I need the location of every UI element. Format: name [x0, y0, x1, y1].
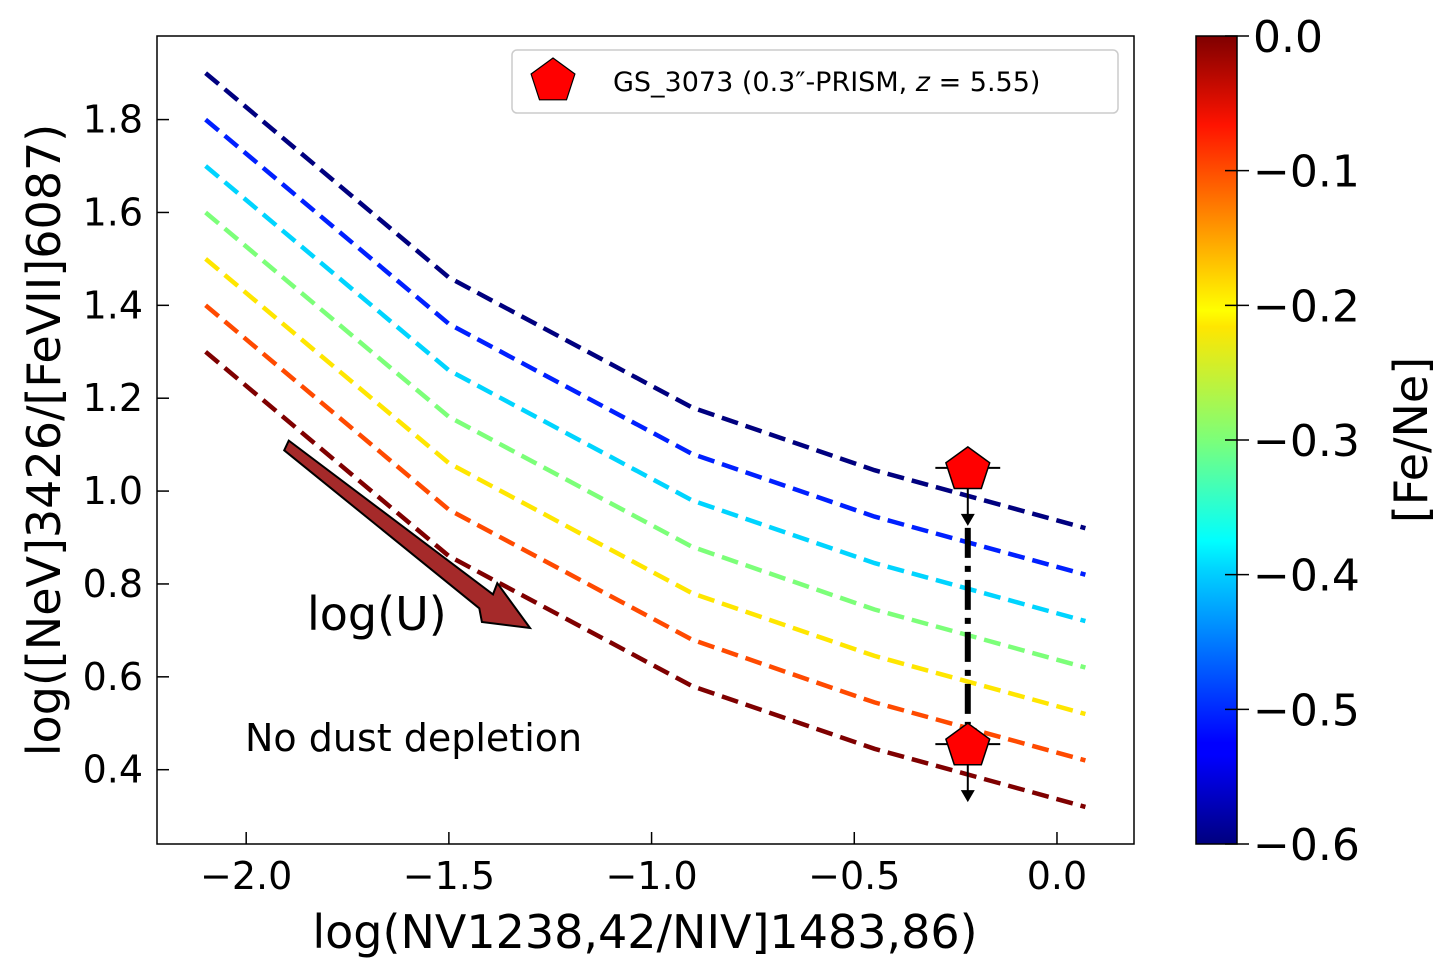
- x-tick-label: −0.5: [808, 854, 900, 898]
- colorbar-tick-label: −0.6: [1253, 820, 1360, 871]
- series-line-5: [204, 303, 1086, 763]
- series-layer: [204, 71, 1086, 810]
- dust-note: No dust depletion: [245, 716, 582, 760]
- x-tick-label: −1.0: [605, 854, 697, 898]
- colorbar-tick-label: −0.4: [1253, 551, 1360, 602]
- legend-label-end: = 5.55): [930, 67, 1040, 98]
- legend-label: GS_3073 (0.3″-PRISM, z = 5.55): [613, 67, 1040, 98]
- y-tick-label: 0.8: [83, 562, 143, 606]
- series-line-4: [204, 257, 1086, 717]
- series-line-2: [204, 164, 1086, 624]
- legend-label-z: z: [915, 67, 931, 98]
- x-axis-label: log(NV1238,42/NIV]1483,86): [312, 905, 977, 959]
- y-tick-label: 1.6: [83, 190, 143, 234]
- y-tick-label: 1.2: [83, 376, 143, 420]
- log-u-arrow: [282, 439, 533, 630]
- x-tick-label: −1.5: [403, 854, 495, 898]
- y-tick-label: 1.4: [83, 283, 143, 327]
- series-line-0: [204, 71, 1086, 531]
- y-ticks: 0.4 0.6 0.8 1.0 1.2 1.4 1.6 1.8: [83, 98, 169, 792]
- y-axis-label: log([NeV]3426/[FeVII]6087): [17, 124, 71, 756]
- x-tick-label: −2.0: [200, 854, 292, 898]
- colorbar-tick-label: −0.3: [1253, 416, 1360, 467]
- y-tick-label: 1.0: [83, 469, 143, 513]
- colorbar-label: [Fe/Ne]: [1384, 357, 1438, 523]
- x-ticks: −2.0 −1.5 −1.0 −0.5 0.0: [200, 832, 1087, 898]
- legend-box: [511, 49, 1119, 114]
- observation-limit-arrow: [960, 513, 975, 526]
- series-line-1: [204, 117, 1086, 577]
- y-tick-label: 1.8: [83, 98, 143, 142]
- series-line-3: [204, 210, 1086, 670]
- x-tick-label: 0.0: [1027, 854, 1087, 898]
- log-u-label: log(U): [307, 587, 447, 641]
- colorbar-tick-label: −0.5: [1253, 685, 1360, 736]
- legend-label-main: GS_3073 (0.3: [613, 67, 795, 98]
- observation-marker-1: [945, 722, 991, 766]
- series-line-6: [204, 350, 1086, 810]
- plot-area: −2.0 −1.5 −1.0 −0.5 0.0 0.4 0.6 0.8 1.0 1.2 1.4 1.…: [83, 35, 1135, 898]
- y-tick-label: 0.6: [83, 655, 143, 699]
- colorbar-tick-label: −0.2: [1253, 281, 1360, 332]
- log-u-arrow-shape: [282, 439, 533, 630]
- legend: GS_3073 (0.3″-PRISM, z = 5.55): [511, 49, 1119, 114]
- legend-label-mid: -PRISM,: [805, 67, 915, 98]
- legend-pentagon-marker: [530, 57, 576, 101]
- y-tick-label: 0.4: [83, 748, 143, 792]
- colorbar-ticks: 0.0 −0.1 −0.2 −0.3 −0.4 −0.5 −0.6: [1225, 12, 1360, 871]
- legend-label-prime: ″: [795, 67, 805, 98]
- colorbar-tick-label: 0.0: [1253, 12, 1323, 63]
- observation-limit-arrow: [960, 790, 975, 803]
- colorbar-tick-label: −0.1: [1253, 147, 1360, 198]
- observation-layer: [935, 445, 1001, 803]
- observation-marker-0: [945, 445, 991, 490]
- colorbar: 0.0 −0.1 −0.2 −0.3 −0.4 −0.5 −0.6 [Fe/Ne]: [1195, 12, 1438, 871]
